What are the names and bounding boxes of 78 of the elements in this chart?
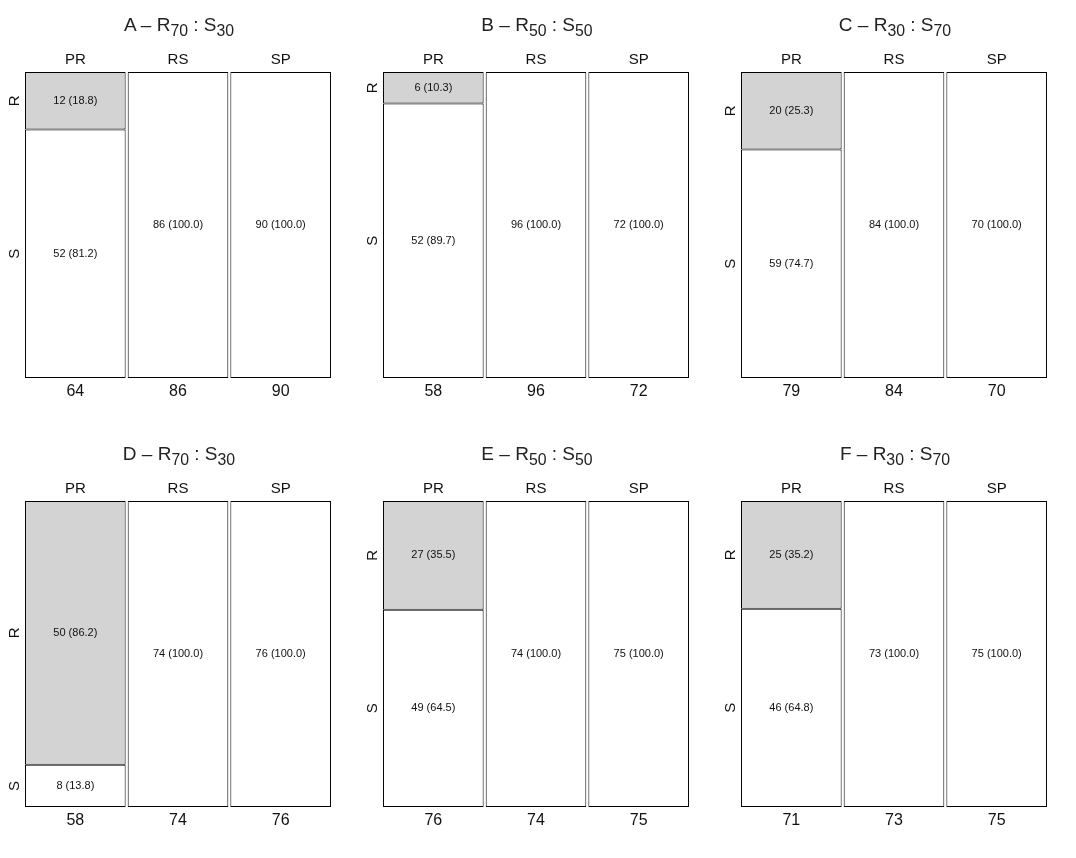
x-tick-label: SP: [270, 50, 291, 68]
data-label: 75 (100.0): [613, 647, 664, 660]
data-label: 52 (81.2): [53, 246, 98, 259]
x-tick-label: PR: [422, 479, 444, 497]
text: R: [721, 105, 739, 117]
text: R: [5, 627, 23, 639]
text: 84: [885, 382, 903, 400]
text: 90: [271, 382, 290, 400]
text: S: [5, 248, 23, 259]
text: S: [721, 258, 739, 269]
x-tick-label: PR: [780, 479, 802, 497]
text: 58: [424, 382, 443, 400]
data-label: 74 (100.0): [152, 647, 204, 660]
text: 70: [987, 382, 1006, 400]
chart-title: D – R$_{70}$ : S$_{30}$: [121, 442, 237, 470]
text: 75: [987, 811, 1006, 829]
text: 86: [169, 382, 187, 400]
data-label: 72 (100.0): [613, 218, 664, 231]
text: 74: [169, 811, 187, 829]
text: 74: [527, 811, 545, 829]
text: S: [363, 235, 381, 246]
x-tick-label: PR: [780, 50, 802, 68]
x-tick-label: RS: [525, 479, 547, 497]
data-label: 6 (10.3): [414, 80, 453, 93]
data-label: 25 (35.2): [769, 547, 814, 560]
text: R: [721, 549, 739, 561]
data-label: 96 (100.0): [510, 218, 562, 231]
data-label: 52 (89.7): [411, 233, 456, 246]
text: 79: [782, 382, 801, 400]
chart-title: A – R$_{70}$ : S$_{30}$: [122, 13, 236, 41]
x-tick-label: RS: [167, 479, 189, 497]
text: 76: [271, 811, 290, 829]
x-tick-label: SP: [628, 50, 649, 68]
x-tick-label: PR: [64, 50, 86, 68]
text: 64: [66, 382, 85, 400]
data-label: 8 (13.8): [56, 778, 95, 791]
x-tick-label: PR: [64, 479, 86, 497]
x-tick-label: RS: [883, 50, 905, 68]
x-tick-label: SP: [986, 479, 1007, 497]
data-label: 70 (100.0): [971, 218, 1022, 231]
data-label: 75 (100.0): [971, 647, 1022, 660]
x-tick-label: RS: [525, 50, 547, 68]
data-label: 12 (18.8): [53, 93, 98, 106]
text: 73: [885, 811, 903, 829]
x-tick-label: SP: [628, 479, 649, 497]
text: 96: [527, 382, 545, 400]
data-label: 84 (100.0): [868, 218, 920, 231]
text: 76: [424, 811, 443, 829]
data-label: 59 (74.7): [769, 256, 814, 269]
text: 75: [629, 811, 648, 829]
text: R: [363, 82, 381, 94]
chart-title: E – R$_{50}$ : S$_{50}$: [480, 442, 594, 470]
text: S: [5, 780, 23, 791]
text: S: [721, 702, 739, 713]
data-label: 27 (35.5): [411, 548, 456, 561]
chart-title: F – R$_{30}$ : S$_{70}$: [838, 442, 952, 470]
x-tick-label: PR: [422, 50, 444, 68]
text: R: [363, 549, 381, 561]
text: 58: [66, 811, 85, 829]
x-tick-label: SP: [270, 479, 291, 497]
data-label: 76 (100.0): [255, 647, 306, 660]
text: S: [363, 703, 381, 714]
data-label: 20 (25.3): [769, 103, 814, 116]
data-label: 46 (64.8): [769, 700, 814, 713]
data-label: 50 (86.2): [53, 625, 98, 638]
data-label: 73 (100.0): [868, 647, 920, 660]
x-tick-label: SP: [986, 50, 1007, 68]
text: R: [5, 95, 23, 107]
x-tick-label: RS: [167, 50, 189, 68]
text: 72: [629, 382, 648, 400]
data-label: 90 (100.0): [255, 218, 306, 231]
text: 71: [782, 811, 801, 829]
chart-title: C – R$_{30}$ : S$_{70}$: [837, 13, 953, 41]
chart-title: B – R$_{50}$ : S$_{50}$: [480, 13, 594, 41]
data-label: 74 (100.0): [510, 647, 562, 660]
x-tick-label: RS: [883, 479, 905, 497]
data-label: 86 (100.0): [152, 218, 204, 231]
data-label: 49 (64.5): [411, 701, 456, 714]
